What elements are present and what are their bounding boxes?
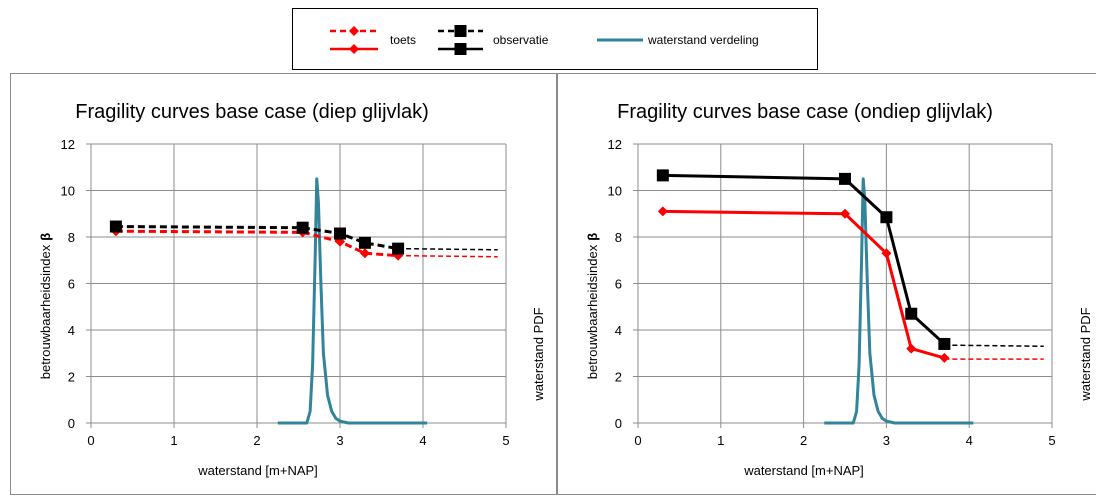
x-tick-label-4: 4: [966, 433, 973, 448]
data-point-observatie: [880, 211, 893, 224]
data-point-observatie: [334, 227, 346, 240]
legend-label-observatie: observatie: [493, 33, 549, 47]
x-tick-label-3: 3: [883, 433, 890, 448]
x-tick-label-5: 5: [1048, 433, 1055, 448]
x-tick-label-4: 4: [419, 433, 426, 448]
series-waterstand-verdeling: [824, 177, 974, 425]
data-point-observatie: [296, 221, 309, 234]
y-tick-label-4: 4: [68, 323, 75, 338]
series-extension-observatie: [944, 344, 1044, 348]
x-tick-label-5: 5: [502, 433, 509, 448]
series-extension-toets: [398, 254, 498, 258]
chart-title: Fragility curves base case (ondiep glijv…: [617, 101, 993, 123]
y-tick-label-12: 12: [61, 137, 75, 152]
x-tick-label-0: 0: [87, 433, 94, 448]
y2-axis-label: waterstand PDF: [531, 307, 546, 401]
y-tick-label-2: 2: [68, 370, 75, 385]
data-point-toets: [881, 248, 892, 259]
y-tick-label-6: 6: [615, 277, 622, 292]
y-tick-label-10: 10: [608, 184, 622, 199]
y-tick-label-0: 0: [615, 416, 622, 431]
series-observatie: [109, 220, 498, 255]
data-point-toets: [840, 208, 850, 219]
y-axis-label: betrouwbaarheidsindex β: [585, 233, 600, 379]
fragility-chart-ondiep: Fragility curves base case (ondiep glijv…: [585, 101, 1093, 478]
y2-axis-label: waterstand PDF: [1078, 307, 1093, 401]
data-point-observatie: [839, 172, 851, 185]
data-point-observatie: [938, 337, 951, 350]
data-point-observatie: [905, 307, 918, 320]
y-tick-label-8: 8: [68, 230, 75, 245]
x-axis-label: waterstand [m+NAP]: [197, 463, 318, 478]
x-axis-label: waterstand [m+NAP]: [743, 463, 864, 478]
x-tick-label-1: 1: [170, 433, 177, 448]
legend-marker-solid-toets: [349, 44, 359, 54]
y-tick-label-12: 12: [608, 137, 622, 152]
legend-marker-dashed-observatie: [454, 25, 467, 37]
chart-title: Fragility curves base case (diep glijvla…: [75, 101, 428, 123]
y-tick-label-8: 8: [615, 230, 622, 245]
fragility-chart-diep: Fragility curves base case (diep glijvla…: [38, 101, 546, 478]
x-tick-label-2: 2: [800, 433, 807, 448]
y-tick-label-10: 10: [61, 184, 75, 199]
y-axis-label-text: betrouwbaarheidsindex: [585, 244, 600, 379]
series-extension-observatie: [398, 247, 498, 251]
x-tick-label-3: 3: [336, 433, 343, 448]
data-point-observatie: [392, 242, 405, 255]
chart-panel-ondiep: Fragility curves base case (ondiep glijv…: [557, 73, 1096, 495]
x-tick-label-2: 2: [253, 433, 260, 448]
y-axis-label-symbol: β: [38, 233, 53, 241]
series-line-waterstand-verdeling: [277, 177, 428, 425]
y-tick-label-2: 2: [615, 370, 622, 385]
y-tick-label-6: 6: [68, 277, 75, 292]
legend-label-waterstand-verdeling: waterstand verdeling: [648, 33, 759, 47]
x-tick-label-0: 0: [634, 433, 641, 448]
data-point-toets: [939, 352, 950, 363]
legend-marker-dashed-toets: [349, 26, 359, 36]
y-axis-label: betrouwbaarheidsindex β: [38, 233, 53, 379]
x-tick-label-1: 1: [717, 433, 724, 448]
data-point-observatie: [656, 169, 669, 182]
y-axis-label-symbol: β: [585, 233, 600, 241]
chart-legend: toets observatie waterstand verdeling: [292, 8, 818, 70]
y-axis-label-text: betrouwbaarheidsindex: [38, 244, 53, 379]
data-point-observatie: [109, 220, 122, 233]
series-line-waterstand-verdeling: [824, 177, 974, 425]
y-tick-label-4: 4: [615, 323, 622, 338]
series-toets: [657, 206, 1044, 363]
series-observatie: [656, 169, 1044, 350]
series-waterstand-verdeling: [277, 177, 428, 425]
chart-panel-diep: Fragility curves base case (diep glijvla…: [10, 73, 557, 495]
data-point-toets: [359, 248, 370, 259]
y-tick-label-0: 0: [68, 416, 75, 431]
legend-keys: [330, 25, 643, 55]
legend-label-toets: toets: [390, 33, 417, 47]
data-point-observatie: [358, 236, 371, 249]
legend-marker-solid-observatie: [454, 43, 467, 55]
data-point-toets: [657, 206, 668, 217]
data-point-toets: [906, 343, 917, 354]
